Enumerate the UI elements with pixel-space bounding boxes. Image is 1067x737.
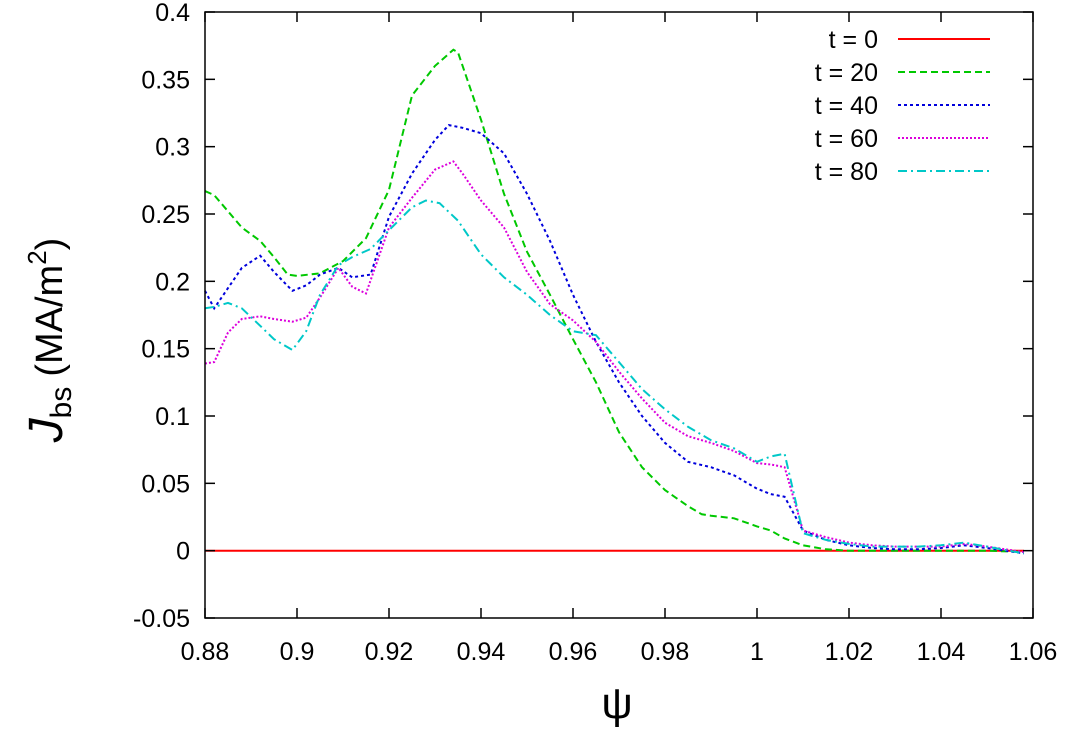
- x-axis-label: ψ: [601, 679, 632, 728]
- legend: t = 0 t = 20 t = 40 t = 60 t = 80: [815, 26, 990, 186]
- y-tick-label: 0.15: [141, 336, 190, 364]
- legend-label: t = 40: [815, 92, 878, 120]
- y-tick-label: -0.05: [133, 605, 190, 633]
- x-tick-label: 0.96: [549, 638, 598, 666]
- y-axis-label-units-close: ): [29, 238, 71, 251]
- axes-ticks: [204, 11, 1034, 619]
- legend-label: t = 80: [815, 158, 878, 186]
- series-line-t80: [204, 199, 1024, 555]
- legend-label: t = 0: [829, 26, 878, 54]
- legend-label: t = 20: [815, 59, 878, 87]
- y-axis-label-units: (MA/m: [29, 265, 71, 377]
- legend-label: t = 60: [815, 125, 878, 153]
- y-tick-label: 0.2: [155, 268, 190, 296]
- y-tick-label: 0.35: [141, 66, 190, 94]
- y-axis-label-main: J: [20, 417, 73, 443]
- y-axis-label: Jbs (MA/m2): [20, 238, 78, 444]
- x-tick-label: 0.9: [280, 638, 315, 666]
- series-line-t20: [204, 48, 1024, 553]
- y-tick-label: 0.4: [155, 0, 190, 27]
- plot-frame: [204, 11, 1034, 619]
- x-tick-label: 0.94: [457, 638, 506, 666]
- x-tick-label: 0.98: [641, 638, 690, 666]
- x-tick-label: 1.04: [917, 638, 966, 666]
- y-tick-label: 0.1: [155, 403, 190, 431]
- x-tick-label: 1.06: [1009, 638, 1058, 666]
- y-tick-label: 0.25: [141, 201, 190, 229]
- series-group: [204, 48, 1024, 555]
- x-tick-label: 1: [750, 638, 764, 666]
- y-tick-label: 0: [176, 538, 190, 566]
- y-axis-label-units-power: 2: [22, 250, 52, 264]
- x-tick-label: 0.92: [365, 638, 414, 666]
- series-line-t60: [204, 160, 1024, 553]
- tick-labels: 0.88 0.9 0.92 0.94 0.96 0.98 1 1.02 1.04 1.06 -0.0…: [133, 0, 1057, 666]
- series-line-t40: [204, 124, 1024, 555]
- y-axis-label-subscript: bs: [45, 387, 78, 419]
- y-tick-label: 0.05: [141, 470, 190, 498]
- x-tick-label: 0.88: [181, 638, 230, 666]
- y-tick-label: 0.3: [155, 134, 190, 162]
- x-tick-label: 1.02: [825, 638, 874, 666]
